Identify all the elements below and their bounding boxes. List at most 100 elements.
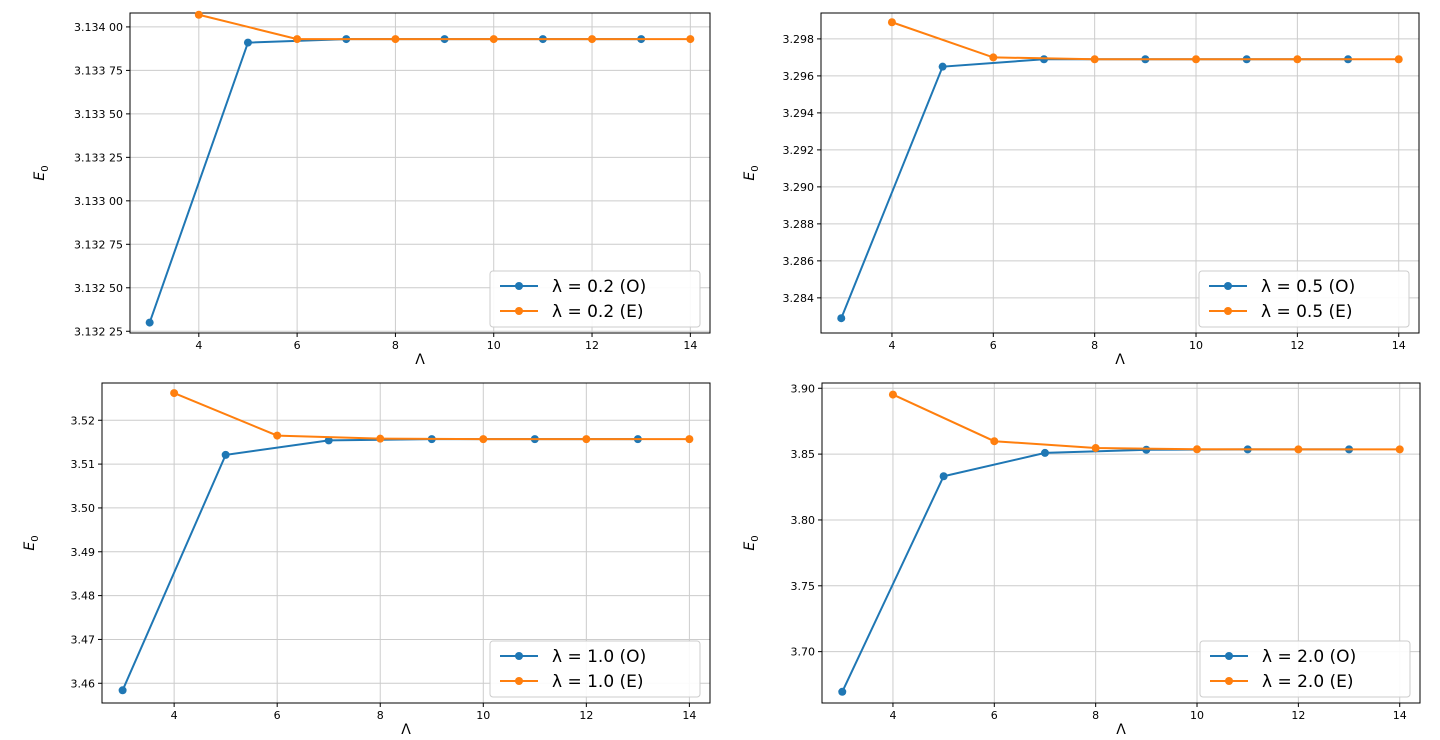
grid [130, 13, 710, 333]
x-axis: 4 6 8 10 12 14 [888, 333, 1406, 352]
y-tick-label: 3.132 50 [74, 282, 123, 295]
x-tick-label: 6 [274, 709, 281, 722]
legend-swatch-marker [1225, 677, 1233, 685]
series-e [887, 18, 1403, 64]
y-tick-label: 3.52 [71, 414, 96, 427]
legend-item: λ = 0.5 (E) [1209, 302, 1353, 322]
y-tick-label: 3.80 [791, 514, 816, 527]
y-tick-label: 3.296 [783, 70, 815, 83]
data-point [273, 431, 282, 440]
data-point [194, 10, 203, 19]
y-axis-label: E0 [742, 165, 761, 180]
data-point [686, 35, 695, 44]
data-point [1193, 445, 1202, 454]
x-axis-label: Λ [1116, 722, 1126, 738]
legend: λ = 0.2 (O) λ = 0.2 (E) [489, 270, 701, 328]
legend-swatch-marker [515, 282, 523, 290]
y-tick-label: 3.51 [71, 458, 96, 471]
x-tick-label: 4 [888, 339, 895, 352]
legend-item: λ = 0.5 (O) [1209, 277, 1355, 297]
x-tick-label: 14 [1393, 709, 1407, 722]
x-tick-label: 6 [990, 339, 997, 352]
x-tick-label: 4 [171, 709, 178, 722]
legend-item: λ = 1.0 (O) [500, 647, 646, 667]
x-tick-label: 14 [682, 709, 696, 722]
x-tick-label: 8 [392, 339, 399, 352]
grid [822, 383, 1420, 703]
x-tick-label: 10 [1190, 709, 1204, 722]
chart-svg: 4 6 8 10 12 14 3.70 3.75 3.80 3.85 3.90 Λ E0 λ = 2.0 … [742, 382, 1421, 738]
data-point [479, 435, 488, 444]
chart-svg: 4 6 8 10 12 14 3.46 3.47 3.48 3.49 3.50 3.51 3.52 Λ E0… [22, 382, 711, 738]
legend: λ = 0.5 (O) λ = 0.5 (E) [1198, 270, 1410, 328]
y-axis: 3.132 25 3.132 50 3.132 75 3.133 00 3.133 25… [74, 21, 130, 338]
x-axis-label: Λ [1115, 352, 1125, 368]
legend-item: λ = 0.2 (E) [500, 302, 644, 322]
y-tick-label: 3.49 [71, 546, 96, 559]
data-point [1192, 55, 1201, 64]
x-tick-label: 14 [683, 339, 697, 352]
x-axis: 4 6 8 10 12 14 [171, 703, 696, 722]
plot-frame [129, 12, 711, 334]
legend-label: λ = 0.2 (E) [552, 302, 644, 322]
x-tick-label: 6 [991, 709, 998, 722]
y-tick-label: 3.50 [71, 502, 96, 515]
data-point [118, 686, 127, 695]
data-point [1293, 55, 1302, 64]
y-tick-label: 3.46 [71, 677, 96, 690]
legend-label: λ = 1.0 (E) [552, 672, 644, 692]
data-point [1394, 55, 1403, 64]
data-point [888, 390, 897, 399]
legend-item: λ = 0.2 (O) [500, 277, 646, 297]
chart-svg: 4 6 8 10 12 14 3.132 25 3.132 50 3.132 75 3.133 0… [32, 10, 711, 368]
y-tick-label: 3.47 [71, 633, 96, 646]
series-line [892, 393, 1400, 451]
x-tick-label: 4 [195, 339, 202, 352]
chart-panel-4: 4 6 8 10 12 14 3.70 3.75 3.80 3.85 3.90 Λ E0 λ = 2.0 … [720, 370, 1440, 740]
y-tick-label: 3.85 [791, 448, 816, 461]
grid [821, 13, 1419, 333]
legend-label: λ = 0.5 (E) [1261, 302, 1353, 322]
x-tick-label: 6 [294, 339, 301, 352]
y-axis-label-subscript: 0 [750, 165, 761, 171]
data-point [588, 35, 597, 44]
data-point [293, 35, 302, 44]
x-tick-label: 14 [1392, 339, 1406, 352]
y-tick-label: 3.133 25 [74, 151, 123, 164]
data-point [939, 472, 948, 481]
legend-box [1199, 640, 1411, 698]
legend-box [489, 640, 701, 698]
data-point [1142, 445, 1151, 454]
y-tick-label: 3.286 [783, 255, 815, 268]
data-point [170, 389, 179, 398]
y-tick-label: 3.75 [791, 580, 816, 593]
x-tick-label: 4 [889, 709, 896, 722]
y-axis-label-subscript: 0 [750, 535, 761, 541]
x-tick-label: 8 [377, 709, 384, 722]
legend-box [1198, 270, 1410, 328]
series-line [173, 392, 690, 441]
series-e [170, 389, 694, 444]
legend-box [489, 270, 701, 328]
legend-item: λ = 2.0 (O) [1210, 647, 1356, 667]
y-tick-label: 3.292 [783, 144, 815, 157]
y-tick-label: 3.288 [783, 218, 815, 231]
y-tick-label: 3.290 [783, 181, 815, 194]
y-tick-label: 3.133 50 [74, 108, 123, 121]
data-point [145, 318, 154, 327]
plot-frame [821, 382, 1421, 704]
plot-frame [101, 382, 711, 704]
x-tick-label: 8 [1091, 339, 1098, 352]
x-tick-label: 12 [1290, 339, 1304, 352]
chart-panel-3: 4 6 8 10 12 14 3.46 3.47 3.48 3.49 3.50 3.51 3.52 Λ E0… [0, 370, 720, 740]
y-tick-label: 3.134 00 [74, 21, 123, 34]
x-axis: 4 6 8 10 12 14 [195, 333, 697, 352]
series-line [198, 13, 691, 41]
legend-swatch-marker [515, 307, 523, 315]
data-point [887, 18, 896, 27]
x-axis-label: Λ [401, 722, 411, 738]
plot-frame [820, 12, 1420, 334]
data-point [1294, 445, 1303, 454]
y-axis-label: E0 [22, 535, 41, 550]
y-axis-label: E0 [32, 165, 51, 180]
